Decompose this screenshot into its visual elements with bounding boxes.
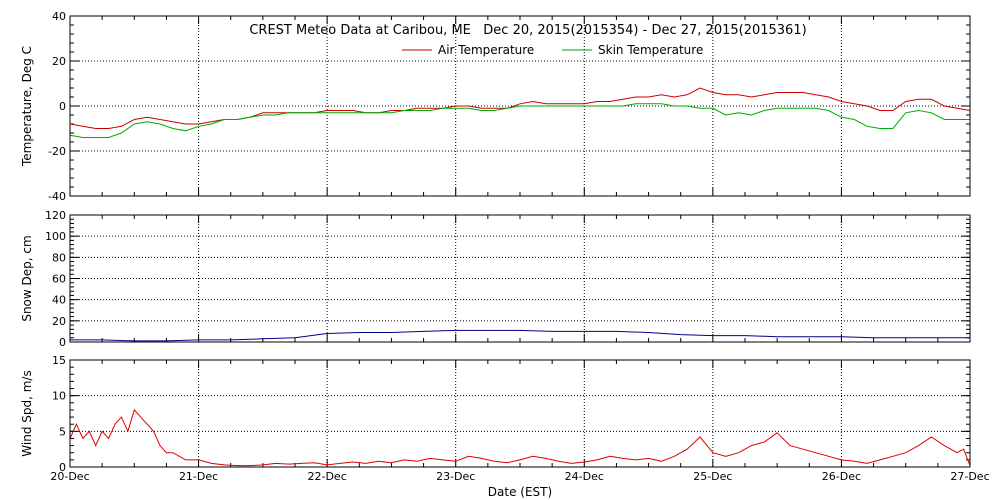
x-tick-label: 27-Dec — [950, 470, 989, 483]
x-tick-label: 23-Dec — [436, 470, 475, 483]
y-tick-label: 80 — [52, 251, 66, 264]
x-tick-label: 22-Dec — [308, 470, 347, 483]
series-line-1 — [70, 329, 970, 342]
panel-frame — [69, 359, 971, 468]
y-tick-label: -20 — [48, 145, 66, 158]
legend: Air Temperature Skin Temperature — [402, 43, 703, 57]
panel-3: 0 5 10 15 Wind Spd, m/s — [20, 354, 971, 474]
y-axis-label: Temperature, Deg C — [20, 46, 34, 167]
panel-frame — [69, 214, 971, 343]
y-tick-label: 60 — [52, 273, 66, 286]
chart-panels: -40 -20 0 20 40 Temperature, Deg C 0 20 40 60 80 10… — [20, 10, 990, 483]
y-tick-label: 0 — [59, 336, 66, 349]
y-tick-label: 20 — [52, 315, 66, 328]
y-axis-label: Snow Dep, cm — [20, 235, 34, 321]
legend-label-1: Air Temperature — [438, 43, 534, 57]
x-tick-label: 26-Dec — [822, 470, 861, 483]
y-tick-label: 15 — [52, 354, 66, 367]
panel-2: 0 20 40 60 80 100 120 Snow Dep, cm — [20, 209, 971, 349]
panel-frame — [69, 15, 971, 197]
y-tick-label: 100 — [45, 230, 66, 243]
series-line-2 — [69, 103, 970, 138]
series-line-1 — [69, 87, 971, 129]
y-tick-label: 10 — [52, 390, 66, 403]
y-tick-label: 120 — [45, 209, 66, 222]
panel-1: -40 -20 0 20 40 Temperature, Deg C — [20, 10, 971, 203]
legend-label-2: Skin Temperature — [598, 43, 703, 57]
y-axis-label: Wind Spd, m/s — [20, 370, 34, 456]
x-tick-label: 20-Dec — [50, 470, 89, 483]
x-tick-label: 24-Dec — [565, 470, 604, 483]
y-tick-label: 20 — [52, 55, 66, 68]
y-tick-label: 0 — [59, 100, 66, 113]
x-axis-label: Date (EST) — [488, 485, 552, 499]
y-tick-label: -40 — [48, 190, 66, 203]
x-tick-label: 21-Dec — [179, 470, 218, 483]
y-tick-label: 5 — [59, 425, 66, 438]
y-tick-label: 0 — [59, 461, 66, 474]
series-line-1 — [69, 408, 971, 467]
x-tick-label: 25-Dec — [693, 470, 732, 483]
chart-title: CREST Meteo Data at Caribou, ME Dec 20, … — [249, 23, 806, 38]
y-tick-label: 40 — [52, 294, 66, 307]
y-tick-label: 40 — [52, 10, 66, 23]
